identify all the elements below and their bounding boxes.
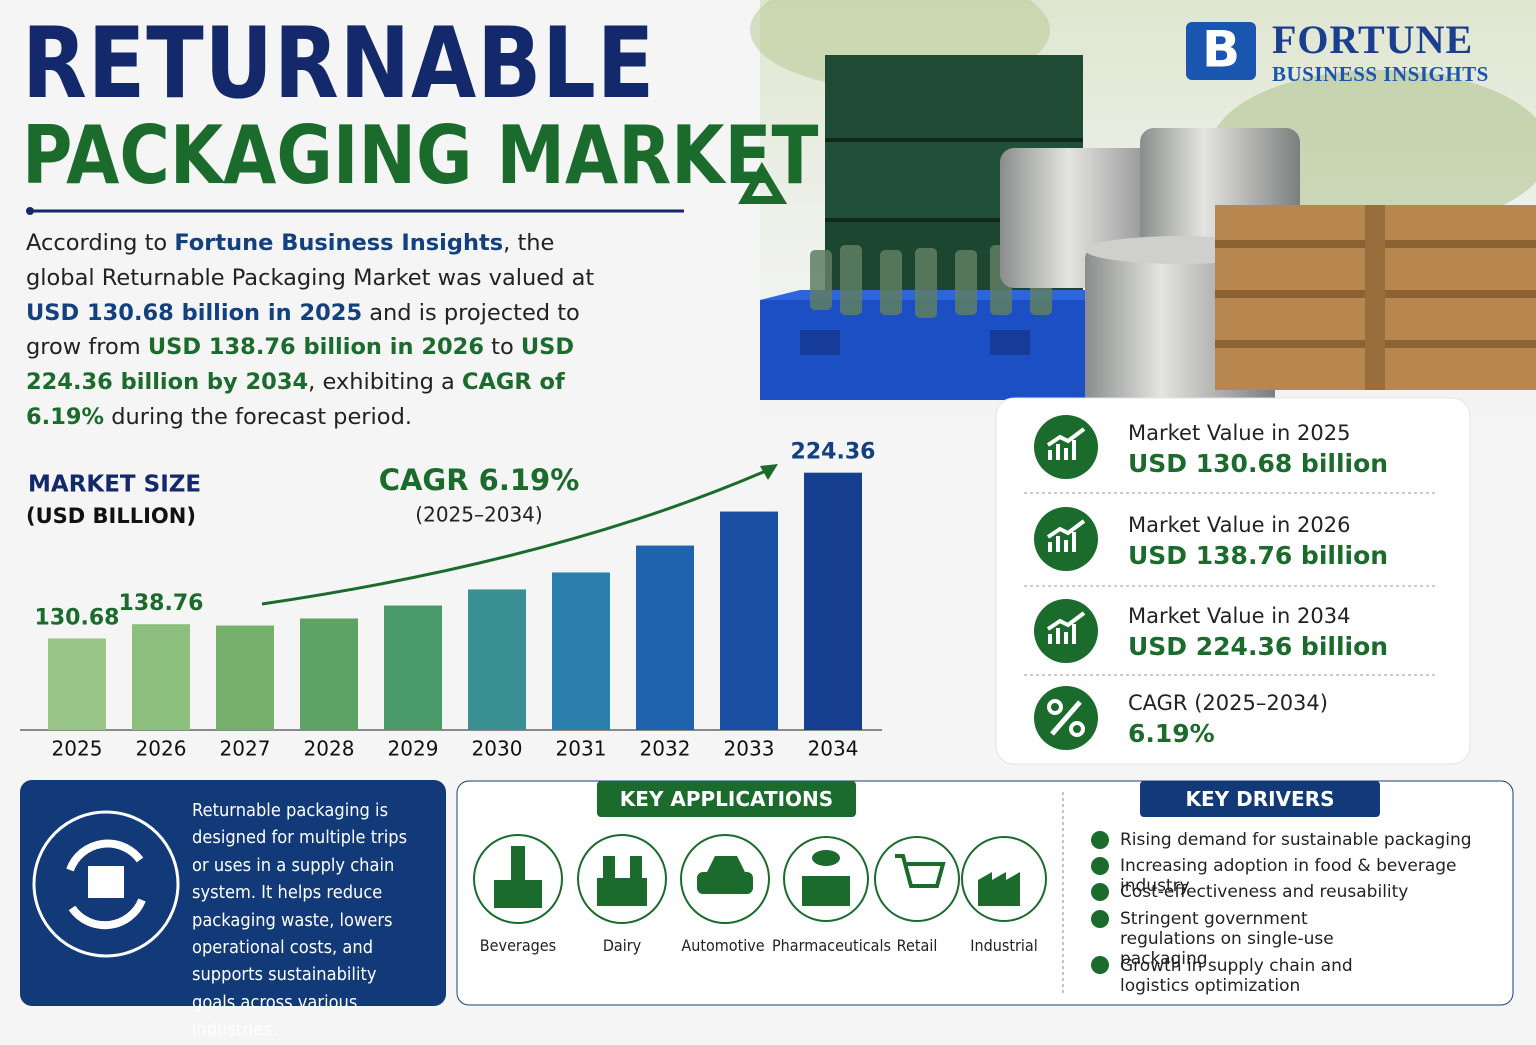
stat-label: Market Value in 2026: [1128, 513, 1351, 537]
stat-value: USD 138.76 billion: [1128, 541, 1389, 570]
highlight: USD 130.68 billion in 2025: [26, 299, 363, 326]
cagr-arrow: [261, 468, 769, 606]
about-text: Returnable packaging is designed for mul…: [192, 801, 408, 1041]
stat: Market Value in 2026 USD 138.76 billion: [1128, 510, 1388, 572]
logo-name: FORTUNE: [1272, 17, 1474, 62]
section-title: KEY APPLICATIONS: [597, 781, 856, 817]
text: , the global Returnable Packaging Market…: [26, 230, 595, 291]
stat-value: USD 224.36 billion: [1128, 632, 1389, 661]
stat-label: Market Value in 2034: [1128, 604, 1351, 628]
application: Beverages: [479, 936, 557, 955]
green-crates: [825, 55, 1083, 300]
page: { "header": {"title_line1": "RETURNABLE"…: [20, 0, 1536, 1041]
text: during the forecast period.: [104, 403, 412, 430]
background: B: [20, 0, 1536, 1006]
wooden-crate: [1215, 205, 1536, 390]
bottles: [810, 245, 1052, 318]
about-box-icon: [88, 866, 124, 898]
driver: Increasing adoption in food & beverage i…: [1120, 856, 1457, 896]
about-arrows: [66, 839, 146, 930]
stat-value: 6.19%: [1128, 719, 1215, 748]
highlight: USD 224.36 billion by 2034: [26, 334, 575, 396]
stat-label: CAGR (2025–2034): [1128, 691, 1328, 715]
stat: Market Value in 2025 USD 130.68 billion: [1128, 418, 1388, 480]
text: , exhibiting a: [308, 369, 462, 396]
highlight: Fortune Business Insights: [174, 230, 504, 256]
application: Dairy: [602, 936, 642, 955]
cagr-arrowhead: [760, 464, 778, 480]
logo-mark: B: [1186, 21, 1256, 80]
driver: Cost-effectiveness and reusability: [1120, 882, 1409, 902]
about-icon: [32, 810, 180, 958]
application-icons: [473, 834, 1047, 924]
stat-icons: [1034, 415, 1098, 750]
driver: Rising demand for sustainable packaging: [1120, 830, 1472, 850]
application-glyphs: [494, 846, 1020, 908]
application: Retail: [896, 936, 938, 955]
title: RETURNABLE: [22, 7, 656, 121]
section-title: KEY DRIVERS: [1140, 781, 1380, 817]
title: PACKAGING MARKET: [22, 109, 819, 202]
intro: According to Fortune Business Insights, …: [26, 226, 606, 435]
highlight: CAGR of 6.19%: [26, 369, 565, 430]
highlight: USD 138.76 billion in 2026: [147, 334, 484, 361]
svg-text:B: B: [1202, 21, 1240, 79]
driver-checks: [1091, 831, 1109, 974]
application: Pharmaceuticals: [772, 936, 891, 955]
application: Automotive: [681, 936, 765, 955]
driver: Stringent government regulations on sing…: [1120, 909, 1334, 969]
text: and is projected to grow from: [26, 299, 580, 361]
recycle-icon: [738, 162, 788, 204]
text: to: [483, 334, 521, 361]
stats-card: [995, 397, 1471, 765]
application: Industrial: [970, 936, 1038, 955]
logo-sub: BUSINESS INSIGHTS: [1272, 62, 1489, 86]
stat-value: USD 130.68 billion: [1128, 449, 1389, 478]
driver: Growth in supply chain and logistics opt…: [1120, 956, 1353, 996]
stat: CAGR (2025–2034) 6.19%: [1128, 688, 1328, 750]
rule-dot: [26, 207, 34, 215]
stat-label: Market Value in 2025: [1128, 421, 1351, 445]
about-box: [20, 780, 446, 1006]
text: According to: [26, 230, 175, 256]
stat: Market Value in 2034 USD 224.36 billion: [1128, 601, 1388, 663]
